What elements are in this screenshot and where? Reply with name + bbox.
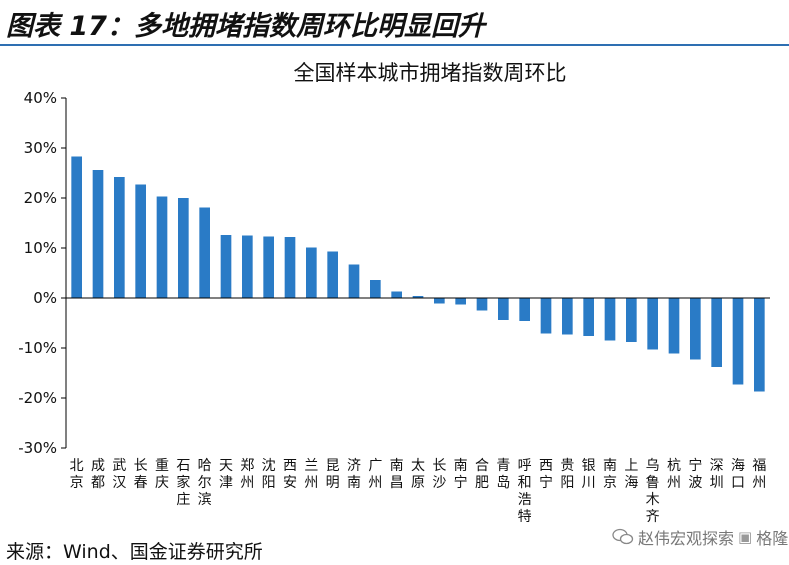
x-tick-label: 郑州 [240, 458, 254, 491]
bar [455, 298, 466, 305]
x-tick-label: 深圳 [710, 458, 724, 491]
watermark: 赵伟宏观探索 ▣ 格隆汇 [612, 524, 789, 550]
bar [348, 264, 360, 298]
chart-title: 全国样本城市拥堵指数周环比 [294, 61, 567, 85]
bar [199, 207, 210, 298]
x-tick-label: 济南 [347, 458, 361, 491]
bar [562, 298, 573, 335]
bar [626, 298, 637, 342]
x-tick-label: 天津 [219, 458, 233, 491]
bar [178, 198, 189, 298]
bar [540, 298, 552, 334]
bar [711, 298, 722, 367]
bar [370, 280, 381, 298]
bar [519, 298, 530, 321]
bar [732, 298, 744, 385]
bar [242, 235, 253, 298]
y-tick-label: -30% [18, 439, 57, 457]
x-tick-label: 长春 [134, 458, 148, 491]
y-tick-label: 20% [24, 189, 57, 207]
x-tick-label: 北京 [70, 458, 84, 491]
bar [327, 251, 338, 298]
x-tick-label: 贵阳 [560, 458, 574, 491]
x-tick-label: 西宁 [539, 458, 553, 491]
x-tick-label: 青岛 [496, 458, 510, 491]
figure-header: 图表 17：多地拥堵指数周环比明显回升 [0, 0, 789, 44]
bar [263, 236, 274, 298]
x-tick-label: 乌鲁木齐 [646, 458, 660, 525]
bar [284, 237, 296, 298]
bar [220, 235, 232, 298]
x-tick-label: 重庆 [155, 458, 169, 491]
x-tick-label: 南京 [603, 458, 617, 491]
y-tick-label: -10% [18, 339, 57, 357]
source-note: 来源：Wind、国金证券研究所 [6, 541, 263, 563]
y-tick-label: 30% [24, 139, 57, 157]
watermark-logo-text: 格隆汇 [756, 529, 789, 548]
y-tick-label: -20% [18, 389, 57, 407]
x-tick-label: 昆明 [326, 458, 340, 491]
bar [647, 298, 658, 350]
bar [754, 298, 765, 392]
x-tick-label: 哈尔滨 [198, 458, 212, 508]
bar [476, 298, 488, 311]
x-tick-label: 南宁 [454, 458, 468, 491]
x-tick-label: 石家庄 [176, 458, 190, 508]
x-tick-label: 杭州 [667, 458, 681, 491]
wechat-icon [612, 528, 634, 545]
bar [135, 184, 146, 298]
x-axis-labels: 北京成都武汉长春重庆石家庄哈尔滨天津郑州沈阳西安兰州昆明济南广州南昌太原长沙南宁… [70, 457, 767, 525]
bar [668, 298, 680, 354]
chart-area: 全国样本城市拥堵指数周环比 -30% -20% -10% 0% 10% 20% 30% 40%… [0, 50, 789, 530]
y-tick-label: 0% [33, 289, 57, 307]
logo-icon: ▣ [738, 528, 753, 546]
bar [434, 298, 445, 304]
x-tick-label: 海口 [731, 458, 745, 491]
bar [114, 177, 125, 298]
y-tick-label: 40% [24, 89, 57, 107]
x-tick-label: 银川 [582, 458, 596, 491]
bar [306, 247, 317, 298]
bar [690, 298, 701, 360]
x-tick-label: 广州 [368, 458, 382, 491]
bar-chart: 全国样本城市拥堵指数周环比 -30% -20% -10% 0% 10% 20% 30% 40%… [18, 61, 770, 525]
x-tick-label: 合肥 [475, 458, 489, 491]
x-tick-label: 沈阳 [262, 458, 276, 491]
figure-title: 图表 17：多地拥堵指数周环比明显回升 [6, 11, 485, 42]
y-axis: -30% -20% -10% 0% 10% 20% 30% 40% [18, 89, 67, 457]
bar [412, 296, 424, 298]
bar [583, 298, 594, 336]
bar [604, 298, 616, 341]
bar [92, 170, 104, 298]
x-tick-label: 成都 [91, 458, 105, 491]
x-tick-label: 呼和浩特 [518, 458, 532, 525]
x-tick-label: 宁波 [688, 457, 702, 491]
y-tick-label: 10% [24, 239, 57, 257]
watermark-text: 赵伟宏观探索 [638, 529, 735, 548]
x-tick-label: 兰州 [304, 458, 318, 491]
x-tick-label: 上海 [624, 458, 638, 491]
x-tick-label: 长沙 [432, 458, 446, 491]
bar [71, 156, 82, 298]
bars-group [66, 156, 770, 392]
x-tick-label: 福州 [752, 458, 766, 491]
bar [498, 298, 509, 320]
x-tick-label: 武汉 [112, 458, 126, 491]
x-tick-label: 南昌 [390, 458, 404, 491]
x-tick-label: 西安 [283, 458, 297, 491]
header-rule [0, 44, 789, 46]
bar [391, 291, 402, 298]
x-tick-label: 太原 [411, 458, 425, 491]
bar [156, 196, 168, 298]
